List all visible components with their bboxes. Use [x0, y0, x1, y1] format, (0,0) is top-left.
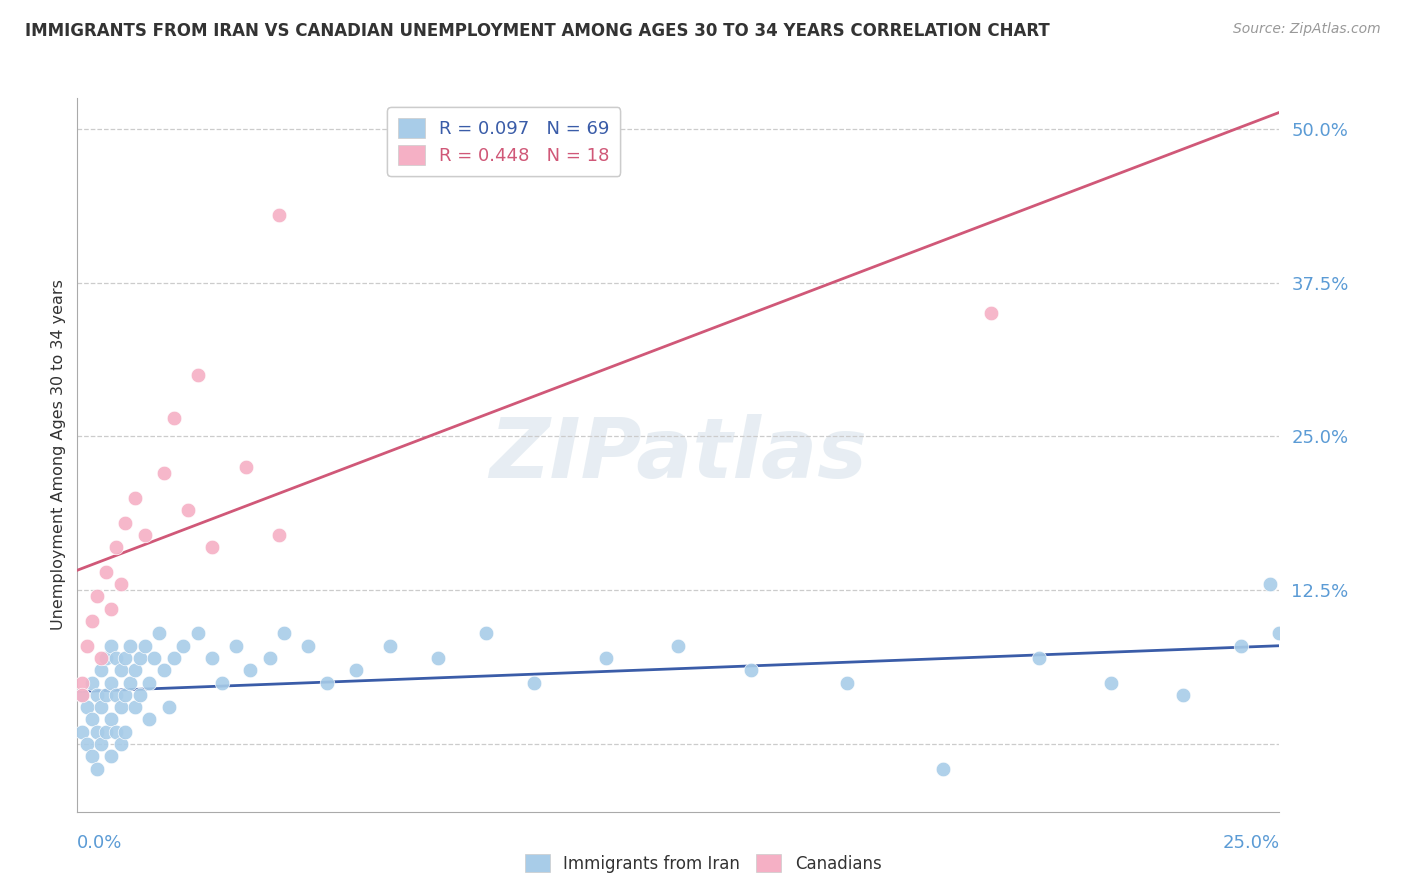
Point — [124, 663, 146, 677]
Point — [76, 639, 98, 653]
Y-axis label: Unemployment Among Ages 30 to 34 years: Unemployment Among Ages 30 to 34 years — [51, 279, 66, 631]
Point — [186, 368, 209, 382]
Point — [259, 651, 281, 665]
Point — [186, 626, 209, 640]
Point — [90, 700, 112, 714]
Point — [110, 737, 132, 751]
Point — [70, 688, 93, 702]
Point — [162, 411, 184, 425]
Point — [162, 651, 184, 665]
Point — [86, 762, 108, 776]
Point — [104, 724, 127, 739]
Point — [96, 688, 118, 702]
Text: 25.0%: 25.0% — [1222, 834, 1279, 852]
Point — [134, 528, 156, 542]
Point — [177, 503, 200, 517]
Point — [980, 306, 1002, 320]
Point — [1258, 577, 1281, 591]
Point — [128, 688, 150, 702]
Point — [80, 614, 103, 628]
Point — [90, 663, 112, 677]
Legend: R = 0.097   N = 69, R = 0.448   N = 18: R = 0.097 N = 69, R = 0.448 N = 18 — [387, 107, 620, 176]
Point — [80, 749, 103, 764]
Point — [153, 467, 176, 481]
Point — [104, 688, 127, 702]
Point — [76, 737, 98, 751]
Point — [120, 675, 142, 690]
Text: Source: ZipAtlas.com: Source: ZipAtlas.com — [1233, 22, 1381, 37]
Text: IMMIGRANTS FROM IRAN VS CANADIAN UNEMPLOYMENT AMONG AGES 30 TO 34 YEARS CORRELAT: IMMIGRANTS FROM IRAN VS CANADIAN UNEMPLO… — [25, 22, 1050, 40]
Point — [201, 651, 224, 665]
Point — [110, 663, 132, 677]
Text: 0.0%: 0.0% — [77, 834, 122, 852]
Point — [143, 651, 166, 665]
Point — [1268, 626, 1291, 640]
Point — [70, 688, 93, 702]
Point — [86, 590, 108, 604]
Text: ZIPatlas: ZIPatlas — [489, 415, 868, 495]
Point — [100, 675, 122, 690]
Point — [100, 749, 122, 764]
Point — [201, 540, 224, 554]
Point — [114, 688, 136, 702]
Point — [86, 688, 108, 702]
Point — [80, 675, 103, 690]
Point — [932, 762, 955, 776]
Point — [239, 663, 262, 677]
Point — [90, 651, 112, 665]
Point — [273, 626, 295, 640]
Point — [427, 651, 450, 665]
Point — [1173, 688, 1195, 702]
Point — [269, 528, 291, 542]
Point — [96, 724, 118, 739]
Point — [523, 675, 546, 690]
Point — [70, 724, 93, 739]
Point — [100, 639, 122, 653]
Point — [378, 639, 401, 653]
Point — [297, 639, 319, 653]
Legend: Immigrants from Iran, Canadians: Immigrants from Iran, Canadians — [517, 847, 889, 880]
Point — [114, 651, 136, 665]
Point — [835, 675, 858, 690]
Point — [595, 651, 617, 665]
Point — [124, 491, 146, 505]
Point — [225, 639, 247, 653]
Point — [124, 700, 146, 714]
Point — [740, 663, 762, 677]
Point — [70, 675, 93, 690]
Point — [1230, 639, 1253, 653]
Point — [269, 208, 291, 222]
Point — [86, 724, 108, 739]
Point — [120, 639, 142, 653]
Point — [1099, 675, 1122, 690]
Point — [104, 651, 127, 665]
Point — [114, 724, 136, 739]
Point — [138, 675, 160, 690]
Point — [100, 713, 122, 727]
Point — [157, 700, 180, 714]
Point — [211, 675, 233, 690]
Point — [114, 516, 136, 530]
Point — [76, 700, 98, 714]
Point — [110, 700, 132, 714]
Point — [475, 626, 498, 640]
Point — [153, 663, 176, 677]
Point — [96, 651, 118, 665]
Point — [1028, 651, 1050, 665]
Point — [134, 639, 156, 653]
Point — [96, 565, 118, 579]
Point — [668, 639, 690, 653]
Point — [138, 713, 160, 727]
Point — [235, 460, 257, 475]
Point — [316, 675, 339, 690]
Point — [110, 577, 132, 591]
Point — [148, 626, 170, 640]
Point — [100, 601, 122, 615]
Point — [90, 737, 112, 751]
Point — [344, 663, 367, 677]
Point — [128, 651, 150, 665]
Point — [172, 639, 194, 653]
Point — [80, 713, 103, 727]
Point — [104, 540, 127, 554]
